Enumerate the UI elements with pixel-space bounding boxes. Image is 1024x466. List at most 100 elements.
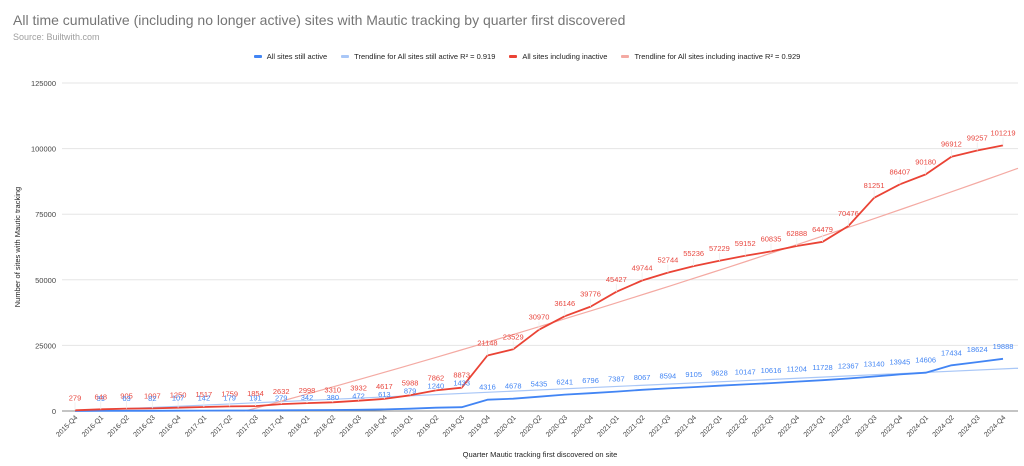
data-label-all: 101219: [990, 128, 1015, 137]
legend-swatch-icon: [509, 55, 518, 58]
x-tick-label: 2016-Q2: [107, 414, 131, 438]
data-label-all: 45427: [606, 275, 627, 284]
y-axis-title: Number of sites with Mautic tracking: [13, 187, 22, 307]
data-label-active: 11728: [812, 363, 832, 372]
data-label-active: 12367: [838, 362, 859, 371]
x-tick-label: 2024-Q4: [983, 414, 1007, 438]
x-tick-label: 2019-Q2: [416, 414, 440, 438]
x-tick-label: 2022-Q4: [777, 414, 801, 438]
data-label-all: 1854: [247, 389, 264, 398]
data-label-active: 4316: [479, 383, 496, 392]
data-label-all: 1007: [144, 391, 161, 400]
data-label-active: 472: [352, 392, 365, 401]
x-tick-label: 2019-Q1: [390, 414, 414, 438]
data-label-all: 7862: [428, 373, 445, 382]
data-label-active: 142: [198, 394, 211, 403]
data-label-all: 1517: [196, 390, 213, 399]
legend-label: All sites still active: [266, 52, 328, 61]
x-tick-label: 2015-Q4: [55, 414, 79, 438]
x-tick-label: 2018-Q1: [287, 414, 311, 438]
x-tick-label: 2021-Q4: [674, 414, 698, 438]
data-label-active: 6241: [556, 378, 573, 387]
legend-item-all-trend[interactable]: Trendline for All sites including inacti…: [621, 52, 800, 61]
legend-item-active-trend[interactable]: Trendline for All sites still active R² …: [341, 52, 495, 61]
x-tick-label: 2021-Q1: [597, 414, 621, 438]
data-label-all: 57229: [709, 244, 730, 253]
data-label-all: 81251: [864, 181, 885, 190]
legend-swatch-icon: [341, 55, 350, 58]
data-label-active: 13140: [864, 360, 885, 369]
x-tick-label: 2019-Q4: [468, 414, 492, 438]
data-label-active: 13945: [889, 357, 910, 366]
x-tick-label: 2017-Q3: [236, 414, 260, 438]
x-tick-label: 2016-Q1: [81, 414, 105, 438]
x-tick-label: 2018-Q4: [365, 414, 389, 438]
data-label-active: 279: [275, 393, 288, 402]
x-axis: 2015-Q4 2016-Q1 2016-Q2 2016-Q3 2016-Q4 2017-…: [55, 414, 1007, 438]
data-label-all: 59152: [735, 239, 756, 248]
x-tick-label: 2019-Q3: [442, 414, 466, 438]
data-label-all: 648: [95, 392, 108, 401]
data-label-active: 6796: [582, 376, 599, 385]
data-label-all: 2632: [273, 387, 290, 396]
data-label-all: 905: [120, 392, 133, 401]
data-label-all: 70476: [838, 209, 859, 218]
data-label-active: 11204: [787, 365, 807, 374]
legend-label: All sites including inactive: [522, 52, 608, 61]
legend-label: Trendline for All sites still active R² …: [354, 52, 496, 61]
x-tick-label: 2023-Q3: [854, 414, 878, 438]
chart-title: All time cumulative (including no longer…: [13, 12, 626, 28]
data-label-all: 5988: [402, 378, 419, 387]
trendline-active: [74, 367, 1019, 412]
x-tick-label: 2024-Q2: [932, 414, 956, 438]
y-tick-label: 75000: [35, 210, 56, 219]
x-tick-label: 2017-Q1: [184, 414, 208, 438]
data-label-active: 10616: [761, 366, 782, 375]
x-tick-label: 2022-Q1: [700, 414, 724, 438]
x-tick-label: 2021-Q3: [648, 414, 672, 438]
chart-legend: All sites still active Trendline for All…: [0, 52, 1024, 61]
data-label-all: 62888: [786, 229, 807, 238]
data-label-active: 10147: [735, 367, 756, 376]
data-label-all: 1250: [170, 391, 187, 400]
y-tick-label: 25000: [35, 341, 56, 350]
data-label-active: 342: [301, 393, 314, 402]
data-label-active: 4678: [505, 382, 522, 391]
legend-item-all[interactable]: All sites including inactive: [509, 52, 607, 61]
x-tick-label: 2023-Q4: [880, 414, 904, 438]
trendlines: [74, 167, 1019, 412]
data-label-all: 21148: [477, 339, 497, 348]
data-label-active: 31: [97, 394, 105, 403]
x-tick-label: 2022-Q2: [725, 414, 749, 438]
x-tick-label: 2023-Q2: [829, 414, 853, 438]
legend-swatch-icon: [253, 55, 262, 58]
data-label-active: 17434: [941, 348, 962, 357]
data-label-active: 1433: [453, 379, 470, 388]
x-tick-label: 2022-Q3: [751, 414, 775, 438]
data-label-all: 23529: [503, 332, 524, 341]
data-label-all: 3932: [350, 384, 367, 393]
data-label-active: 8594: [660, 371, 677, 380]
x-tick-label: 2021-Q2: [622, 414, 646, 438]
data-label-all: 30970: [529, 313, 550, 322]
data-labels: 279 648 905 1007 1250 1517 1759 1854 2632 2998 331…: [69, 128, 1016, 411]
data-label-active: 9628: [711, 369, 728, 378]
data-label-active: 82: [148, 394, 156, 403]
legend-item-active[interactable]: All sites still active: [253, 52, 328, 61]
data-label-active: 191: [249, 393, 262, 402]
data-label-active: 1240: [428, 381, 445, 390]
data-label-all: 86407: [889, 167, 910, 176]
data-label-all: 2998: [299, 386, 316, 395]
legend-label: Trendline for All sites including inacti…: [634, 52, 801, 61]
data-label-active: 7387: [608, 375, 625, 384]
chart-subtitle: Source: Builtwith.com: [13, 32, 100, 42]
x-tick-label: 2024-Q3: [957, 414, 981, 438]
data-label-all: 3310: [324, 385, 341, 394]
data-label-all: 55236: [683, 249, 704, 258]
x-tick-label: 2018-Q2: [313, 414, 337, 438]
data-label-active: 107: [172, 394, 185, 403]
x-tick-label: 2017-Q4: [261, 414, 285, 438]
x-tick-label: 2018-Q3: [339, 414, 363, 438]
data-label-all: 4617: [376, 382, 393, 391]
